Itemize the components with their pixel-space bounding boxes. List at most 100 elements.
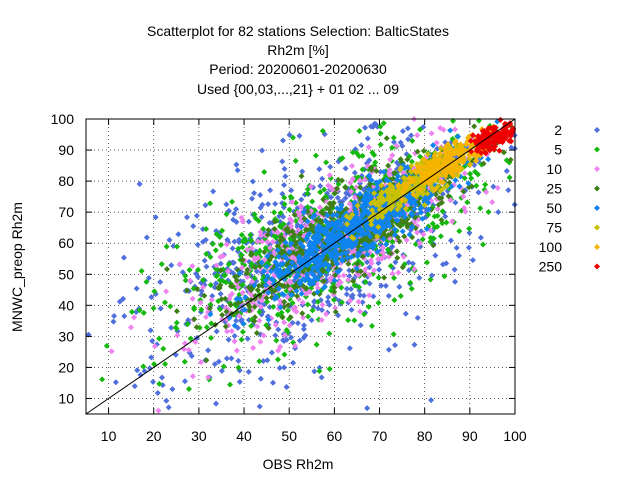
- point: [160, 345, 167, 352]
- axis-ticks: 10 20 30 40 50 60 70 80 90 100 10 20 30 40 50 60 70 80 90 1…: [51, 111, 527, 444]
- point: [220, 363, 227, 370]
- point: [325, 294, 332, 301]
- data-points: [85, 116, 518, 414]
- point: [265, 316, 272, 323]
- point: [281, 351, 288, 358]
- point: [265, 289, 272, 296]
- point: [339, 216, 346, 223]
- legend-marker: [594, 185, 600, 192]
- point: [350, 235, 357, 242]
- point: [272, 321, 279, 328]
- point: [239, 289, 246, 296]
- point: [324, 224, 331, 231]
- point: [181, 358, 188, 365]
- point: [360, 253, 367, 260]
- title-line-4: Used {00,03,...,21} + 01 02 ... 09: [197, 81, 399, 97]
- point: [277, 343, 284, 350]
- point: [420, 183, 427, 190]
- point: [239, 218, 246, 225]
- point: [371, 190, 378, 197]
- point: [145, 275, 152, 282]
- point: [320, 262, 327, 269]
- point: [243, 270, 250, 277]
- point: [248, 245, 255, 252]
- point: [210, 188, 217, 195]
- point: [332, 190, 339, 197]
- point: [176, 261, 183, 268]
- point: [161, 299, 168, 306]
- point: [246, 303, 253, 310]
- point: [436, 172, 443, 179]
- point: [207, 301, 214, 308]
- point: [222, 323, 229, 330]
- point: [309, 223, 316, 230]
- point: [150, 378, 157, 385]
- point: [327, 183, 334, 190]
- point: [316, 368, 323, 375]
- x-tick-label: 40: [236, 428, 252, 444]
- point: [227, 381, 234, 388]
- point: [205, 374, 212, 381]
- point: [280, 337, 287, 344]
- point: [375, 220, 382, 227]
- point: [507, 156, 514, 163]
- point: [441, 273, 448, 280]
- point: [321, 186, 328, 193]
- point: [262, 282, 269, 289]
- point: [375, 198, 382, 205]
- point: [432, 186, 439, 193]
- point: [410, 198, 417, 205]
- point: [404, 224, 411, 231]
- point: [422, 178, 429, 185]
- point: [462, 141, 469, 148]
- point: [408, 168, 415, 175]
- point: [319, 301, 326, 308]
- point: [332, 257, 339, 264]
- point: [133, 285, 140, 292]
- point: [504, 128, 511, 135]
- point: [389, 152, 396, 159]
- point: [220, 252, 227, 259]
- point: [342, 184, 349, 191]
- point: [363, 194, 370, 201]
- point: [387, 263, 394, 270]
- point: [334, 194, 341, 201]
- point: [273, 337, 280, 344]
- point: [427, 178, 434, 185]
- point: [424, 190, 431, 197]
- point: [201, 292, 208, 299]
- point: [473, 182, 480, 189]
- point: [436, 156, 443, 163]
- point: [387, 156, 394, 163]
- y-tick-label: 30: [58, 328, 74, 344]
- point: [291, 263, 298, 270]
- point: [282, 173, 289, 180]
- point: [331, 277, 338, 284]
- point: [290, 359, 297, 366]
- point: [508, 138, 515, 145]
- point: [359, 166, 366, 173]
- point: [209, 240, 216, 247]
- point: [480, 241, 487, 248]
- point: [366, 292, 373, 299]
- point: [159, 374, 166, 381]
- point: [440, 185, 447, 192]
- point: [343, 291, 350, 298]
- point: [272, 332, 279, 339]
- point: [425, 206, 432, 213]
- point: [382, 206, 389, 213]
- legend-entry-25: 25: [546, 181, 600, 197]
- point: [345, 317, 352, 324]
- point: [256, 247, 263, 254]
- y-tick-label: 90: [58, 142, 74, 158]
- point: [277, 304, 284, 311]
- point: [264, 357, 271, 364]
- point: [349, 175, 356, 182]
- point: [366, 157, 373, 164]
- point: [295, 211, 302, 218]
- point: [189, 373, 196, 380]
- point: [201, 257, 208, 264]
- point: [478, 149, 485, 156]
- point: [408, 210, 415, 217]
